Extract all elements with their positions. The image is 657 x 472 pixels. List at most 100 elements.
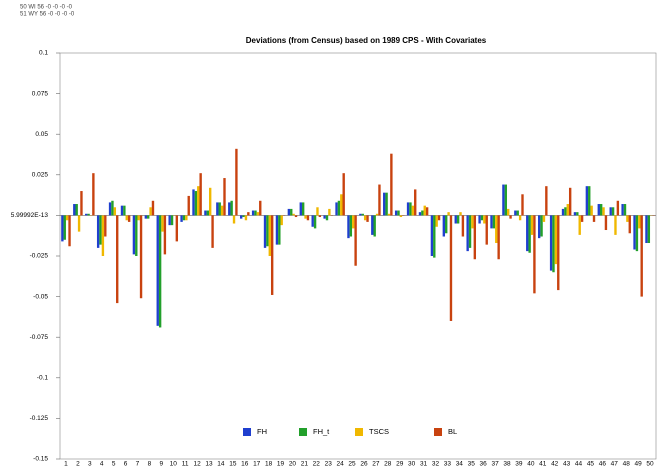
bar [593, 215, 595, 221]
bar [407, 202, 409, 215]
bar [137, 215, 139, 220]
x-tick-label: 1 [64, 461, 68, 467]
bar [550, 215, 552, 270]
x-tick-label: 38 [503, 461, 511, 467]
bar [269, 215, 271, 256]
bar [183, 215, 185, 220]
bar [128, 215, 130, 221]
bar [486, 215, 488, 244]
bar [443, 215, 445, 236]
x-tick-label: 21 [301, 461, 309, 467]
bar [123, 206, 125, 216]
bar [114, 207, 116, 215]
bar [598, 204, 600, 215]
legend-swatch [299, 428, 307, 436]
bar [645, 215, 647, 243]
bar [552, 215, 554, 272]
x-tick-label: 30 [408, 461, 416, 467]
bar [545, 186, 547, 215]
bar [569, 188, 571, 216]
bar [314, 215, 316, 228]
x-tick-label: 34 [456, 461, 464, 467]
bar [586, 186, 588, 215]
bar [471, 215, 473, 228]
bar [149, 207, 151, 215]
bar [133, 215, 135, 254]
x-tick-label: 10 [170, 461, 178, 467]
bar [347, 215, 349, 238]
bar [266, 215, 268, 246]
bar [242, 215, 244, 217]
x-tick-label: 19 [277, 461, 285, 467]
bar [610, 207, 612, 215]
bar [493, 215, 495, 228]
bar [419, 212, 421, 215]
bar [469, 215, 471, 247]
bar [540, 215, 542, 236]
bar [617, 201, 619, 216]
legend-label: FH_t [313, 427, 330, 436]
bar [140, 215, 142, 298]
bar [528, 215, 530, 252]
bar [621, 204, 623, 215]
bar [264, 215, 266, 247]
bar [385, 193, 387, 216]
bar [228, 202, 230, 215]
bar [371, 215, 373, 234]
x-tick-label: 14 [217, 461, 225, 467]
bar [376, 214, 378, 216]
bar [230, 201, 232, 216]
x-tick-label: 17 [253, 461, 261, 467]
legend-swatch [434, 428, 442, 436]
bar [171, 215, 173, 225]
bar [185, 215, 187, 220]
bar [447, 212, 449, 215]
bar [288, 209, 290, 215]
bar [278, 215, 280, 244]
bar [64, 215, 66, 239]
x-tick-label: 49 [635, 461, 643, 467]
x-tick-label: 27 [372, 461, 380, 467]
y-tick-label: -0.1 [37, 375, 49, 382]
bar [459, 212, 461, 215]
bar [68, 215, 70, 246]
bar [395, 211, 397, 216]
x-tick-label: 41 [539, 461, 547, 467]
x-tick-label: 23 [325, 461, 333, 467]
bar [338, 201, 340, 216]
bar [207, 211, 209, 216]
x-tick-label: 32 [432, 461, 440, 467]
bar [116, 215, 118, 303]
bar [378, 185, 380, 216]
bar [481, 215, 483, 220]
bar [495, 215, 497, 243]
bar [614, 215, 616, 234]
y-tick-label: -0.05 [33, 293, 48, 300]
x-tick-label: 2 [76, 461, 80, 467]
bar [61, 215, 63, 241]
bar [543, 215, 545, 221]
x-tick-label: 33 [444, 461, 452, 467]
bar [629, 215, 631, 233]
bar [195, 191, 197, 215]
x-tick-label: 4 [100, 461, 104, 467]
bar [533, 215, 535, 293]
x-tick-label: 6 [124, 461, 128, 467]
bar [509, 215, 511, 218]
bar [521, 194, 523, 215]
bar [66, 215, 68, 220]
bar [145, 215, 147, 218]
bar [557, 215, 559, 290]
bar [478, 215, 480, 223]
bar [254, 211, 256, 216]
bar [412, 206, 414, 216]
x-tick-label: 31 [420, 461, 428, 467]
legend-swatch [243, 428, 251, 436]
bar [216, 202, 218, 215]
bar [276, 215, 278, 244]
bar [316, 207, 318, 215]
bar [197, 186, 199, 215]
bar [426, 207, 428, 215]
bar [445, 215, 447, 233]
bar [328, 209, 330, 215]
